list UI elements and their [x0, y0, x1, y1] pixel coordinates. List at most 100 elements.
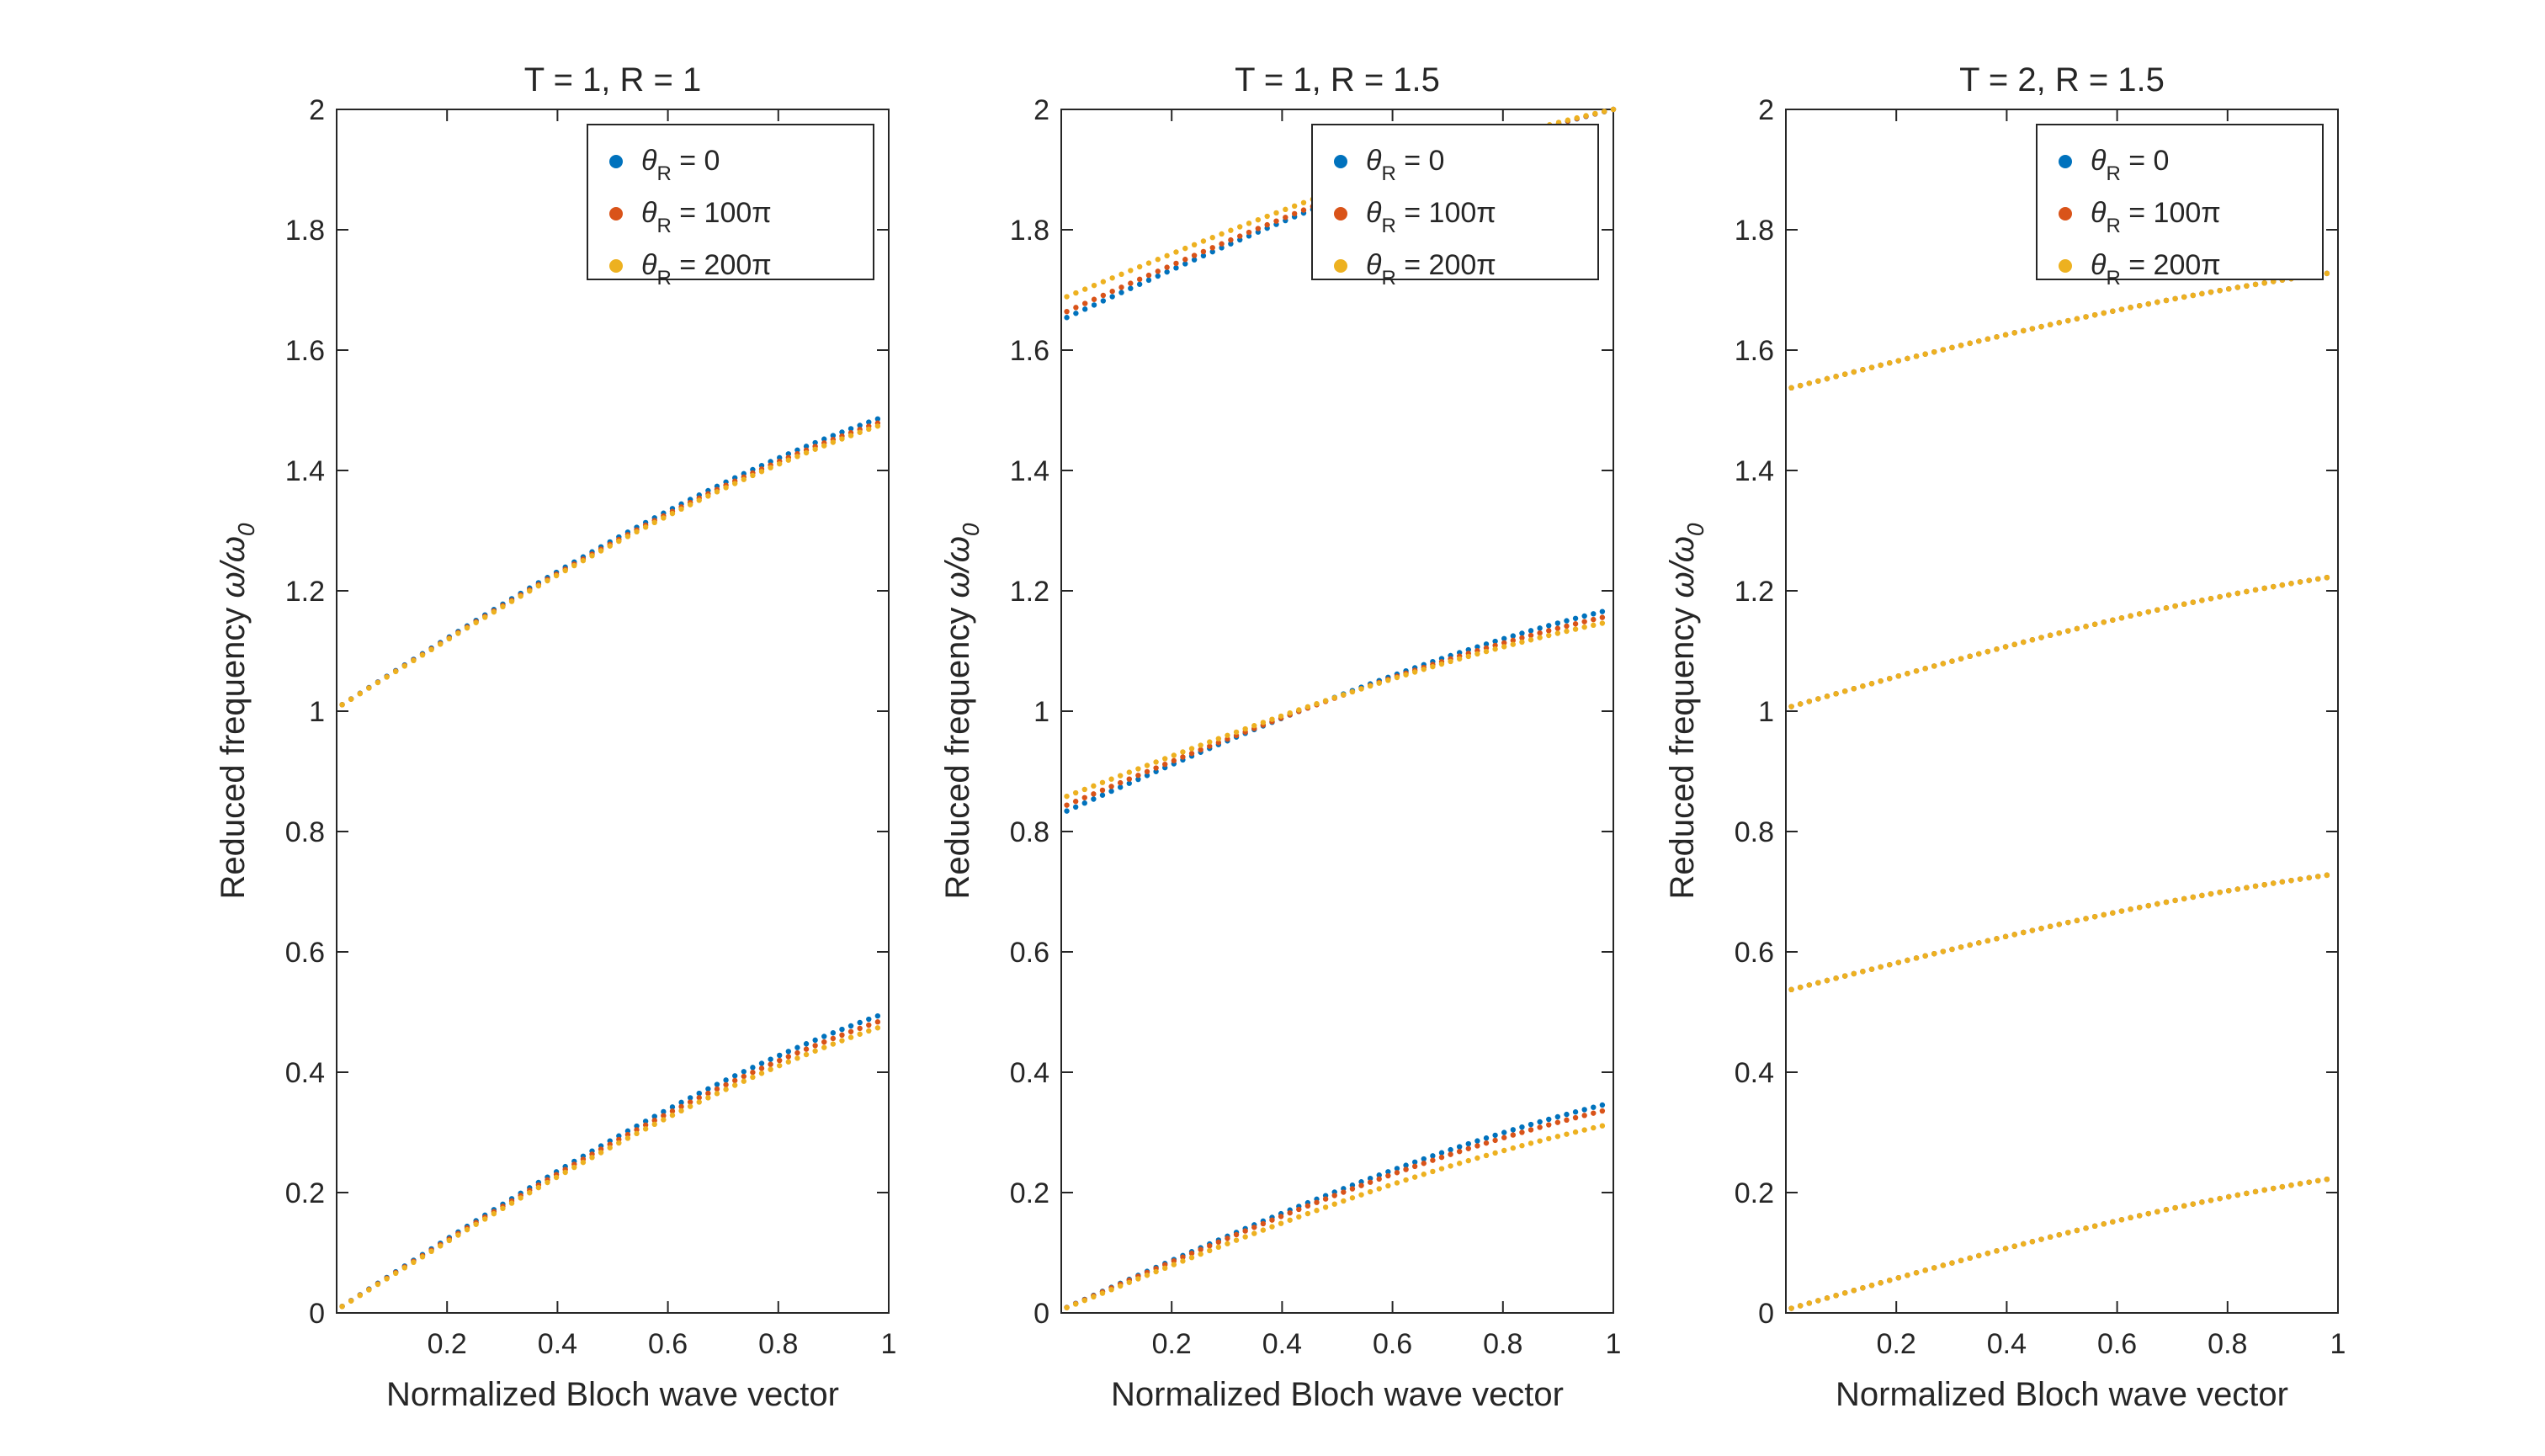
x-tick-label: 0.2	[1877, 1328, 1916, 1360]
data-point	[750, 1065, 756, 1071]
data-point	[1510, 1145, 1517, 1151]
data-point	[731, 481, 738, 486]
data-point	[1300, 199, 1307, 206]
data-point	[1209, 235, 1215, 241]
data-point	[642, 1122, 649, 1128]
data-point	[731, 1082, 738, 1088]
data-point	[1291, 210, 1298, 217]
data-point	[1599, 614, 1606, 620]
data-point	[1546, 623, 1552, 629]
data-point	[785, 457, 792, 463]
series-3	[1788, 270, 2330, 1311]
data-point	[1182, 261, 1188, 267]
data-point	[1554, 625, 1561, 631]
data-point	[803, 1051, 810, 1058]
data-point	[2234, 284, 2241, 290]
data-point	[651, 519, 657, 526]
data-point	[2288, 877, 2294, 884]
data-point	[2234, 1192, 2241, 1198]
data-point	[1081, 794, 1087, 800]
data-point	[1367, 1188, 1373, 1195]
data-point	[2101, 911, 2107, 918]
y-tick-label: 2	[1033, 94, 1049, 126]
data-point	[1958, 656, 1964, 662]
data-point	[2021, 327, 2027, 334]
data-point	[1145, 277, 1152, 284]
legend-box	[1311, 124, 1599, 280]
data-point	[2279, 879, 2286, 885]
data-point	[428, 1248, 434, 1255]
data-point	[2315, 1177, 2321, 1184]
data-point	[624, 534, 631, 539]
data-point	[1860, 683, 1866, 689]
data-point	[2038, 925, 2044, 932]
data-point	[2261, 585, 2267, 592]
data-point	[803, 444, 810, 449]
data-point	[2038, 1236, 2044, 1242]
data-point	[1367, 1175, 1373, 1182]
panel-1: T = 1, R = 1 0 0.2 0.4 0.6 0.8 1 1.2 1.4 1.6 1.8 2 0…	[215, 61, 896, 1413]
data-point	[1868, 364, 1875, 370]
data-point	[455, 1232, 461, 1238]
data-point	[1255, 226, 1262, 231]
data-point	[553, 1174, 560, 1181]
data-point	[1385, 678, 1391, 683]
y-tick-label: 0.2	[1010, 1177, 1049, 1209]
data-point	[527, 1190, 533, 1196]
data-point	[830, 1035, 837, 1042]
data-point	[1300, 207, 1307, 213]
data-point	[2021, 1241, 2027, 1247]
data-point	[847, 426, 854, 432]
data-point	[2083, 314, 2089, 320]
data-point	[2136, 611, 2143, 617]
data-point	[839, 436, 845, 442]
data-point	[1314, 1208, 1320, 1214]
x-tick-label: 1	[2330, 1328, 2346, 1360]
data-point	[2056, 922, 2062, 927]
data-point	[1528, 1140, 1534, 1146]
data-point	[438, 641, 444, 647]
data-point	[1109, 288, 1115, 295]
data-point	[366, 1287, 372, 1293]
data-point	[1385, 1182, 1391, 1189]
y-tick-label: 2	[309, 94, 325, 126]
data-point	[1554, 1113, 1561, 1120]
series-2	[339, 420, 881, 1310]
data-point	[794, 447, 800, 453]
data-point	[1128, 268, 1134, 274]
data-point	[2306, 874, 2312, 881]
legend: θR = 0 θR = 100π θR = 200π	[587, 124, 874, 290]
data-point	[545, 577, 550, 584]
data-point	[1994, 646, 2000, 652]
data-point	[508, 598, 515, 604]
data-point	[2252, 1188, 2259, 1195]
data-point	[857, 422, 863, 428]
series-3	[339, 423, 881, 1310]
legend-marker	[1334, 259, 1347, 273]
x-tick-label: 0.8	[1483, 1328, 1522, 1360]
data-point	[1242, 725, 1248, 732]
data-point	[2128, 613, 2133, 619]
data-point	[1421, 1172, 1427, 1177]
data-point	[777, 1052, 783, 1059]
legend-marker	[2059, 155, 2072, 168]
data-point	[1583, 113, 1589, 119]
data-point	[1976, 1252, 1982, 1259]
data-point	[455, 630, 461, 636]
data-point	[1815, 378, 1821, 384]
data-point	[1180, 1254, 1186, 1260]
data-point	[1510, 637, 1517, 644]
data-point	[1797, 1303, 1804, 1309]
data-point	[1456, 1144, 1463, 1150]
y-tick-label: 0.8	[1735, 816, 1774, 848]
data-point	[1833, 975, 1839, 981]
data-point	[1091, 791, 1097, 797]
data-point	[1304, 704, 1311, 710]
data-point	[1913, 955, 1920, 961]
data-point	[874, 1025, 881, 1031]
data-point	[1228, 236, 1234, 243]
data-point	[1833, 1293, 1839, 1299]
data-point	[1219, 231, 1225, 237]
data-point	[348, 1298, 354, 1304]
